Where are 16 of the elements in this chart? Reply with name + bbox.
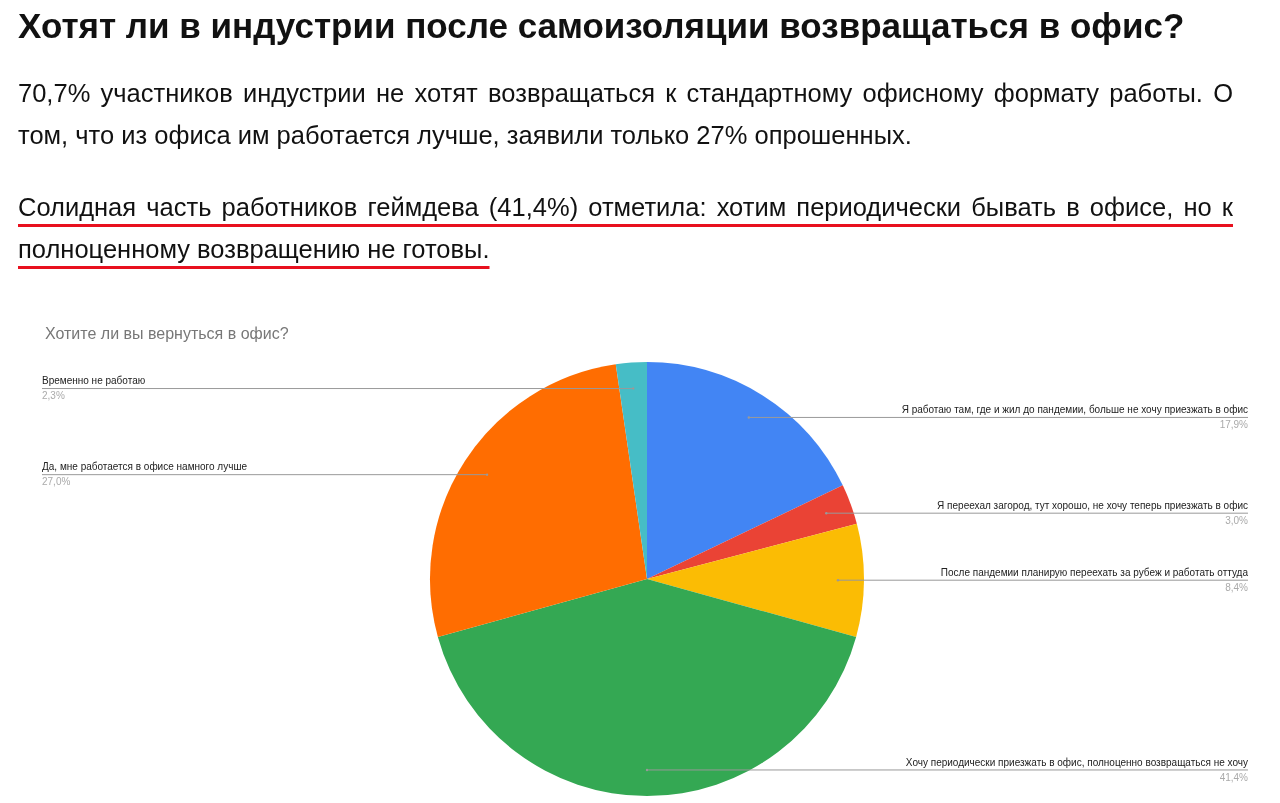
- slice-label: Я работаю там, где и жил до пандемии, больше не хочу приезжать в офис: [901, 404, 1248, 416]
- data-label: 17,9%: [1219, 419, 1249, 431]
- slice-label: Да, мне работается в офисе намного лучше: [42, 461, 248, 473]
- chart-title: Хотят ли в индустрии после самоизоляции возвращаться в офис?: [18, 6, 1185, 46]
- chart-subtitle: Хотите ли вы вернуться в офис?: [45, 325, 289, 343]
- slice-label: Хочу периодически приезжать в офис, полноценно возвращаться не хочу: [905, 756, 1248, 768]
- text: 70,7% участников индустрии не хотят возвращаться к стандартному офисному формату работы. О том, что из офиса им работается лучше, заявили только 27% опрошенных.: [18, 78, 1233, 151]
- slice-label: Я переехал загород, тут хорошо, не хочу теперь приезжать в офис: [937, 499, 1248, 511]
- data-label: 3,0%: [1225, 514, 1249, 526]
- data-label: 8,4%: [1225, 581, 1249, 593]
- slice-label: После пандемии планирую переехать за рубеж и работать оттуда: [940, 566, 1249, 578]
- data-label: 2,3%: [42, 390, 65, 402]
- slice-label: Временно не работаю: [42, 375, 146, 387]
- data-label: 41,4%: [1219, 771, 1249, 783]
- text: Солидная часть работников геймдева (41,4%) отметила: хотим периодически бывать в офисе, но к полноценному возвращению не готовы.: [18, 193, 1233, 263]
- data-label: 27,0%: [42, 476, 71, 488]
